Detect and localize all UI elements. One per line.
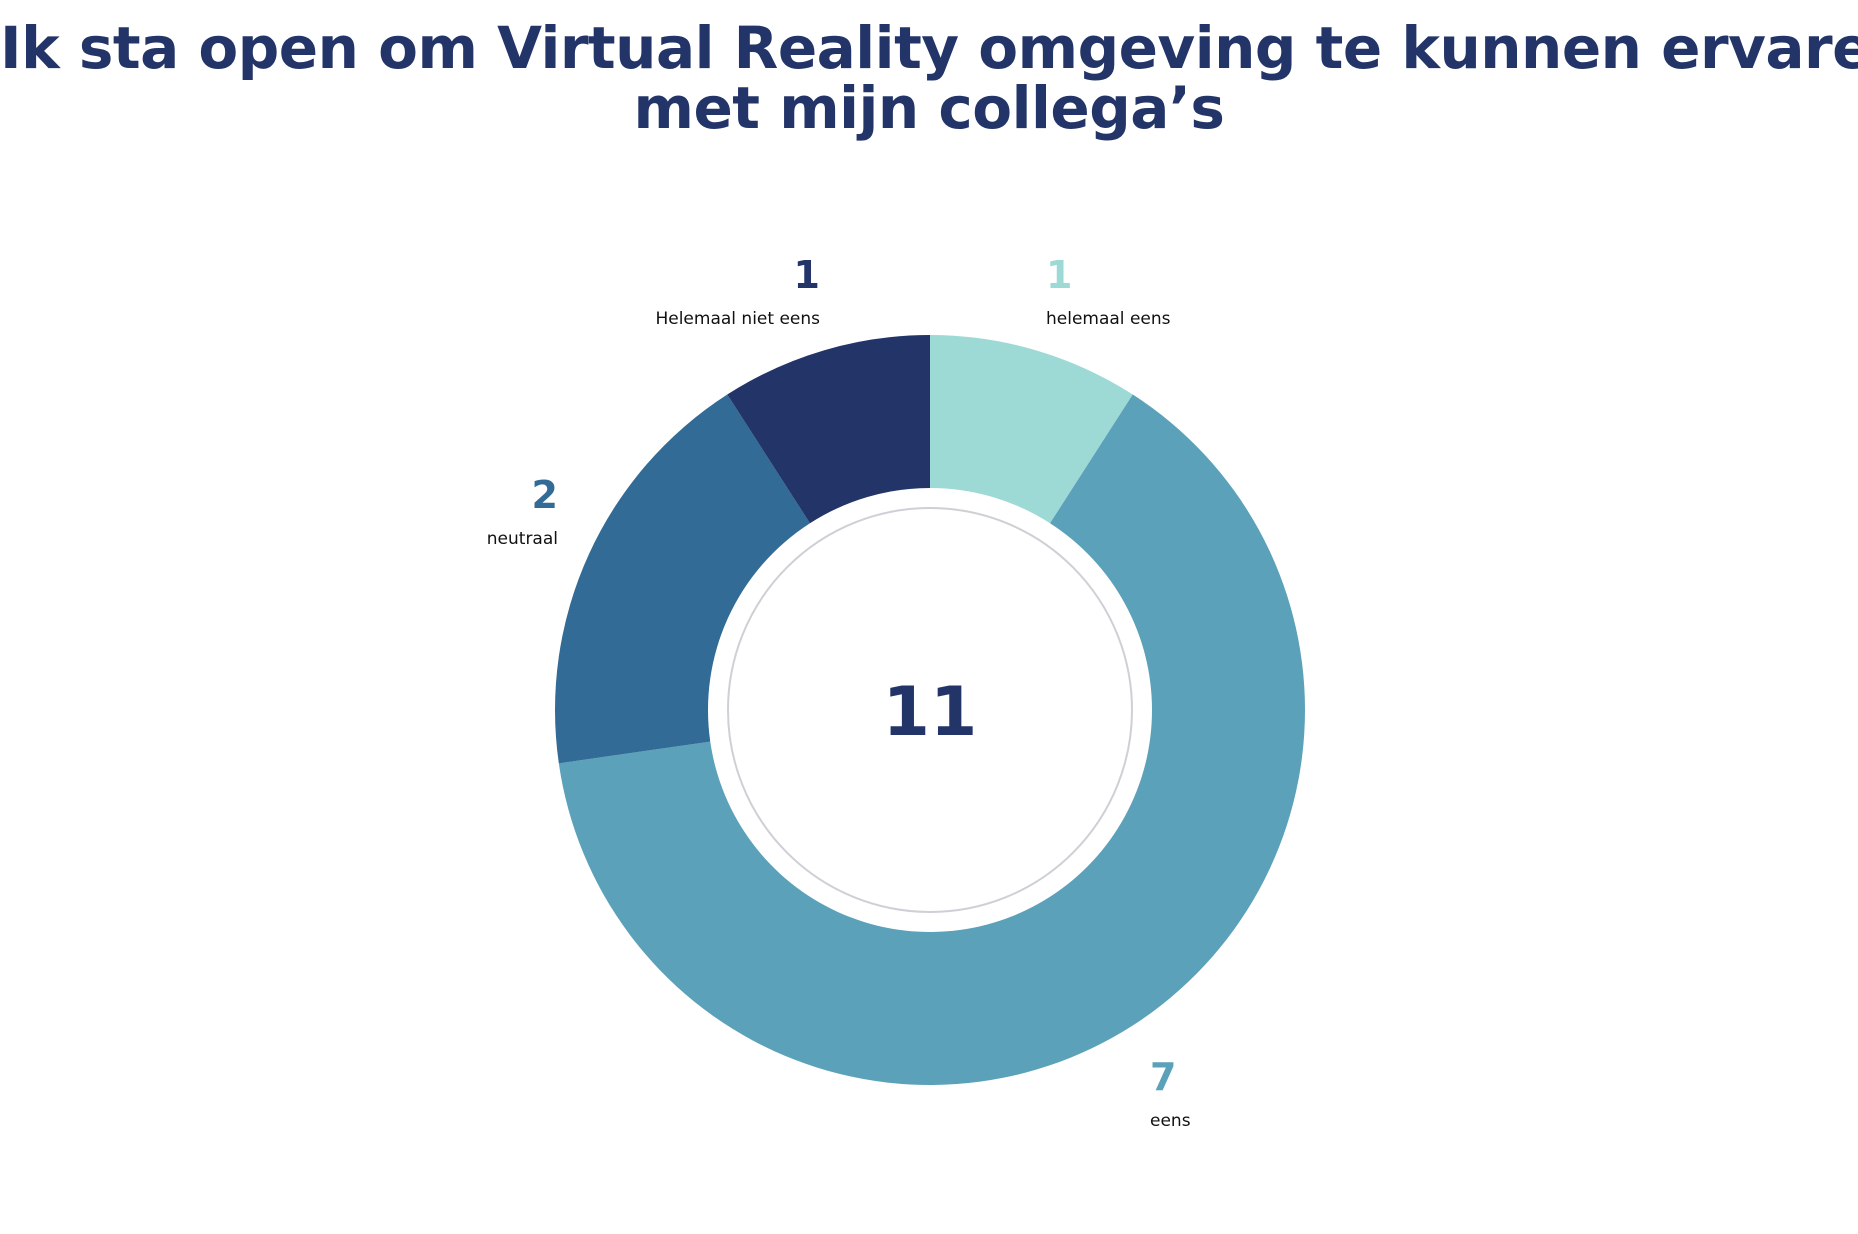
slice-value-label: 1 — [1046, 253, 1072, 297]
slice-helemaal-niet-eens — [727, 335, 930, 524]
slice-category-label: Helemaal niet eens — [655, 309, 820, 329]
donut-slices — [555, 335, 1305, 1086]
slice-category-label: eens — [1150, 1111, 1191, 1131]
slice-value-label: 7 — [1150, 1055, 1176, 1099]
center-total-label: 11 — [883, 673, 978, 752]
chart-title-line-2: met mijn collega’s — [633, 74, 1225, 142]
slice-category-label: neutraal — [487, 529, 558, 549]
chart-title-line-1: Ik sta open om Virtual Reality omgeving … — [0, 14, 1858, 82]
slice-labels: 1 helemaal eens 7 eens 2 neutraal 1 Helemaal ni… — [487, 253, 1191, 1131]
slice-value-label: 2 — [532, 473, 558, 517]
slice-value-label: 1 — [794, 253, 820, 297]
slice-eens — [558, 394, 1305, 1086]
slice-category-label: helemaal eens — [1046, 309, 1171, 329]
center-ring — [727, 507, 1133, 913]
slice-neutraal — [555, 394, 810, 764]
chart-title: Ik sta open om Virtual Reality omgeving … — [0, 18, 1858, 138]
slice-helemaal-eens — [930, 335, 1133, 524]
